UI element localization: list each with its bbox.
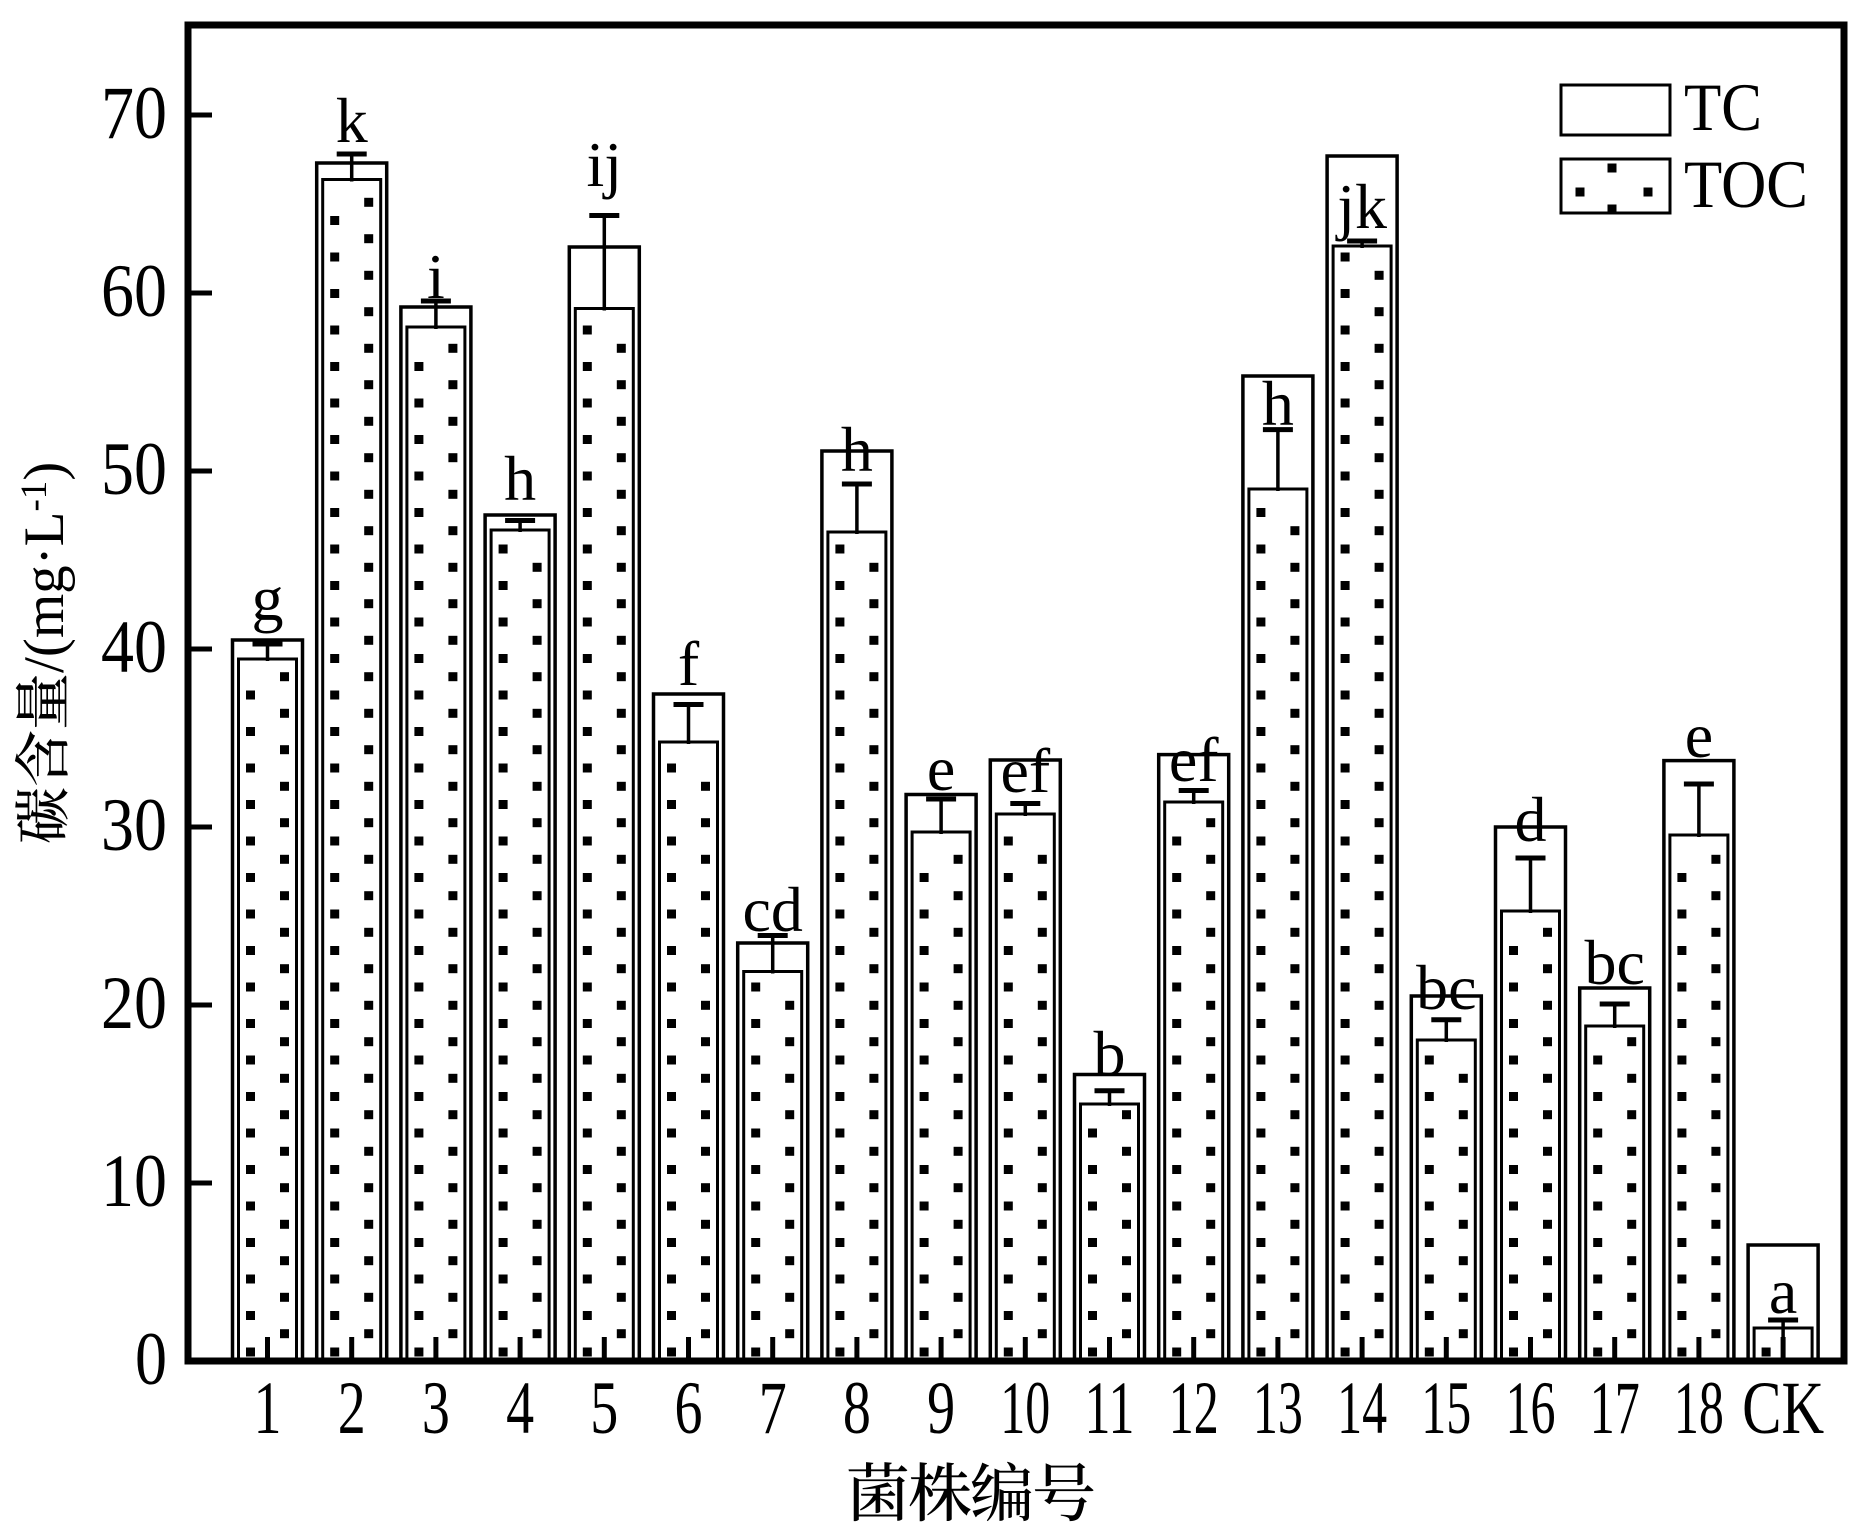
svg-text:3: 3 — [422, 1367, 450, 1450]
svg-text:b: b — [1094, 1018, 1126, 1089]
svg-text:8: 8 — [843, 1367, 871, 1450]
svg-text:ef: ef — [1000, 735, 1050, 806]
svg-text:40: 40 — [101, 606, 167, 689]
svg-text:1: 1 — [254, 1367, 282, 1450]
svg-text:ij: ij — [587, 129, 623, 200]
svg-text:16: 16 — [1506, 1367, 1556, 1450]
svg-text:2: 2 — [338, 1367, 366, 1450]
svg-text:70: 70 — [101, 72, 167, 155]
svg-text:18: 18 — [1674, 1367, 1724, 1450]
svg-text:15: 15 — [1421, 1367, 1471, 1450]
svg-text:20: 20 — [101, 962, 167, 1045]
svg-text:13: 13 — [1253, 1367, 1303, 1450]
svg-text:10: 10 — [101, 1140, 167, 1223]
svg-text:jk: jk — [1335, 171, 1387, 242]
svg-text:50: 50 — [101, 428, 167, 511]
svg-text:4: 4 — [506, 1367, 534, 1450]
svg-text:h: h — [1262, 368, 1294, 439]
svg-text:14: 14 — [1337, 1367, 1387, 1450]
svg-text:h: h — [841, 414, 873, 485]
svg-text:30: 30 — [101, 784, 167, 867]
svg-text:10: 10 — [1000, 1367, 1050, 1450]
svg-text:g: g — [252, 563, 284, 634]
svg-text:cd: cd — [742, 874, 802, 945]
svg-text:e: e — [927, 733, 955, 804]
svg-text:60: 60 — [101, 250, 167, 333]
svg-text:bc: bc — [1584, 927, 1644, 998]
svg-text:CK: CK — [1742, 1367, 1824, 1450]
svg-text:0: 0 — [135, 1318, 167, 1401]
svg-text:bc: bc — [1416, 952, 1476, 1023]
svg-text:7: 7 — [759, 1367, 787, 1450]
svg-text:TC: TC — [1684, 69, 1762, 145]
svg-text:a: a — [1769, 1256, 1797, 1327]
svg-text:h: h — [504, 443, 536, 514]
svg-text:k: k — [336, 85, 368, 156]
svg-text:e: e — [1685, 700, 1713, 771]
svg-text:9: 9 — [927, 1367, 955, 1450]
svg-text:d: d — [1515, 784, 1547, 855]
svg-text:i: i — [427, 241, 445, 312]
svg-text:5: 5 — [590, 1367, 618, 1450]
svg-text:12: 12 — [1169, 1367, 1219, 1450]
svg-text:6: 6 — [675, 1367, 703, 1450]
svg-text:/(mg·L-1): /(mg·L-1) — [13, 462, 76, 673]
svg-text:TOC: TOC — [1684, 146, 1808, 222]
svg-text:11: 11 — [1085, 1367, 1135, 1450]
svg-text:ef: ef — [1169, 724, 1219, 795]
svg-text:17: 17 — [1590, 1367, 1640, 1450]
svg-text:f: f — [678, 628, 700, 699]
